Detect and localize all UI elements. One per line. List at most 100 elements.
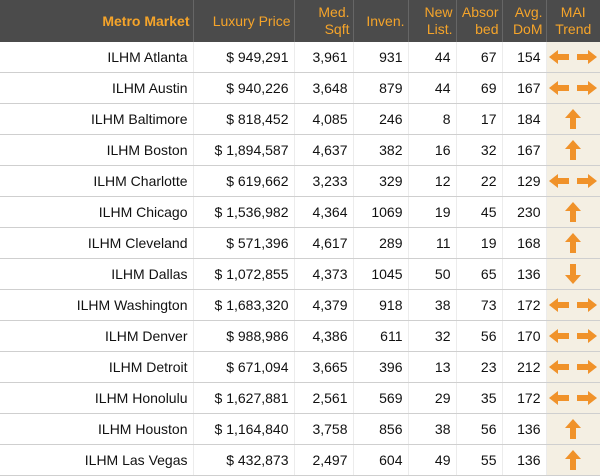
cell: 44 — [408, 73, 456, 104]
header-text: Absor — [457, 4, 499, 21]
cell: $ 949,291 — [193, 42, 294, 73]
trend-up — [565, 450, 581, 470]
cell: 50 — [408, 259, 456, 290]
market-name: ILHM Charlotte — [0, 166, 193, 197]
trend-sideways — [549, 360, 597, 374]
cell: 329 — [353, 166, 408, 197]
cell: 2,497 — [294, 445, 353, 476]
trend-cell — [546, 135, 600, 166]
header-cell: Luxury Price — [193, 0, 294, 42]
cell: 69 — [456, 73, 502, 104]
header-text: bed — [457, 21, 499, 38]
trend-cell — [546, 104, 600, 135]
header-text: Luxury Price — [194, 13, 291, 30]
cell: 604 — [353, 445, 408, 476]
cell: 4,617 — [294, 228, 353, 259]
trend-sideways — [549, 329, 597, 343]
trend-cell — [546, 259, 600, 290]
trend-sideways — [549, 81, 597, 95]
header-text: Inven. — [354, 13, 405, 30]
cell: $ 1,536,982 — [193, 197, 294, 228]
trend-up — [565, 109, 581, 129]
cell: $ 940,226 — [193, 73, 294, 104]
cell: 170 — [502, 321, 546, 352]
header-text: Med. — [295, 4, 350, 21]
header-text: MAI — [547, 4, 600, 21]
trend-cell — [546, 321, 600, 352]
cell: $ 1,164,840 — [193, 414, 294, 445]
cell: 8 — [408, 104, 456, 135]
market-name: ILHM Honolulu — [0, 383, 193, 414]
cell: $ 571,396 — [193, 228, 294, 259]
header-text: Trend — [547, 21, 600, 38]
market-name: ILHM Chicago — [0, 197, 193, 228]
market-name: ILHM Las Vegas — [0, 445, 193, 476]
market-name: ILHM Boston — [0, 135, 193, 166]
cell: 3,233 — [294, 166, 353, 197]
cell: 3,961 — [294, 42, 353, 73]
cell: 3,665 — [294, 352, 353, 383]
cell: 167 — [502, 135, 546, 166]
cell: 172 — [502, 290, 546, 321]
market-name: ILHM Houston — [0, 414, 193, 445]
cell: 136 — [502, 445, 546, 476]
cell: $ 988,986 — [193, 321, 294, 352]
cell: 44 — [408, 42, 456, 73]
header-text: DoM — [503, 21, 543, 38]
cell: 167 — [502, 73, 546, 104]
cell: 212 — [502, 352, 546, 383]
cell: 67 — [456, 42, 502, 73]
market-name: ILHM Baltimore — [0, 104, 193, 135]
cell: 11 — [408, 228, 456, 259]
cell: 56 — [456, 321, 502, 352]
cell: 32 — [408, 321, 456, 352]
header-cell: Avg.DoM — [502, 0, 546, 42]
trend-cell — [546, 166, 600, 197]
trend-cell — [546, 352, 600, 383]
trend-cell — [546, 73, 600, 104]
cell: 4,379 — [294, 290, 353, 321]
cell: 289 — [353, 228, 408, 259]
market-name: ILHM Austin — [0, 73, 193, 104]
cell: 23 — [456, 352, 502, 383]
cell: 56 — [456, 414, 502, 445]
cell: 4,373 — [294, 259, 353, 290]
trend-cell — [546, 445, 600, 476]
cell: 4,364 — [294, 197, 353, 228]
trend-up — [565, 140, 581, 160]
cell: 19 — [408, 197, 456, 228]
cell: 246 — [353, 104, 408, 135]
cell: 879 — [353, 73, 408, 104]
cell: $ 432,873 — [193, 445, 294, 476]
cell: 382 — [353, 135, 408, 166]
cell: 49 — [408, 445, 456, 476]
cell: 136 — [502, 414, 546, 445]
cell: 168 — [502, 228, 546, 259]
cell: 3,648 — [294, 73, 353, 104]
cell: 136 — [502, 259, 546, 290]
cell: 172 — [502, 383, 546, 414]
cell: $ 671,094 — [193, 352, 294, 383]
header-text: New — [409, 4, 453, 21]
cell: 154 — [502, 42, 546, 73]
cell: 16 — [408, 135, 456, 166]
trend-cell — [546, 197, 600, 228]
cell: $ 1,683,320 — [193, 290, 294, 321]
cell: 1069 — [353, 197, 408, 228]
header-cell: Med.Sqft — [294, 0, 353, 42]
